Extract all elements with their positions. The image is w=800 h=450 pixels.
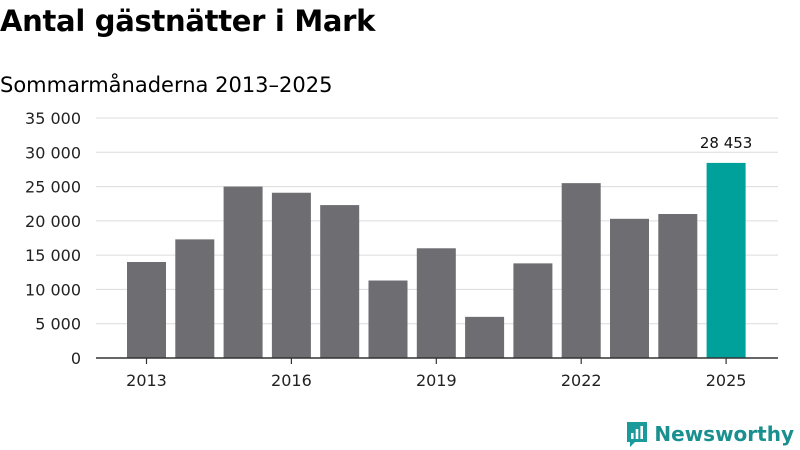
bar-2018	[368, 280, 408, 358]
y-tick-label: 30 000	[25, 143, 81, 162]
bar-chart: 0 5 000 10 000 15 000 20 000 25 000 30 000 35 0…	[25, 109, 778, 390]
y-tick-label: 35 000	[25, 109, 81, 128]
bar-2020	[465, 316, 505, 358]
bar-2022	[561, 183, 601, 358]
newsworthy-logo-text: Newsworthy	[654, 422, 794, 446]
bar-2013	[127, 262, 166, 358]
y-tick-label: 25 000	[25, 178, 81, 197]
bar-2021	[513, 263, 553, 358]
y-tick-label: 10 000	[25, 280, 81, 299]
bar-2024	[658, 214, 698, 358]
bar-2017	[320, 205, 360, 358]
x-tick-label: 2016	[271, 371, 312, 390]
bar-2019	[416, 248, 456, 358]
bar-2023	[610, 218, 649, 358]
bar-2025	[706, 162, 746, 358]
newsworthy-logo: Newsworthy	[625, 420, 794, 448]
data-label: 28 453	[700, 134, 753, 152]
y-tick-label: 0	[71, 349, 81, 368]
y-axis-labels: 0 5 000 10 000 15 000 20 000 25 000 30 000 35 0…	[25, 109, 81, 368]
bar-2016	[271, 192, 311, 358]
x-tick-label: 2013	[126, 371, 167, 390]
chart-subtitle: Sommarmånaderna 2013–2025	[0, 73, 333, 97]
y-tick-label: 20 000	[25, 212, 81, 231]
bars	[127, 162, 746, 358]
x-tick-label: 2019	[416, 371, 457, 390]
y-tick-label: 5 000	[35, 315, 81, 334]
x-tick-label: 2022	[561, 371, 602, 390]
chart-title: Antal gästnätter i Mark	[0, 4, 376, 38]
y-tick-label: 15 000	[25, 246, 81, 265]
x-axis: 2013 2016 2019 2022 2025	[96, 357, 778, 390]
x-tick-label: 2025	[706, 371, 747, 390]
bar-2014	[175, 239, 215, 358]
bar-2015	[223, 186, 263, 358]
newsworthy-logo-icon	[627, 422, 648, 447]
data-labels: 28 453	[700, 134, 753, 152]
